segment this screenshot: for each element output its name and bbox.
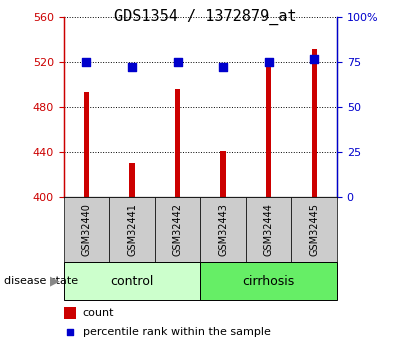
Text: control: control [110,275,154,288]
Point [83,59,90,65]
Bar [64,307,76,319]
Bar [266,62,271,197]
Text: GSM32441: GSM32441 [127,203,137,256]
Bar [220,151,226,197]
Point [129,65,135,70]
Text: percentile rank within the sample: percentile rank within the sample [83,327,271,337]
Text: GSM32443: GSM32443 [218,203,228,256]
Bar [64,197,109,262]
Text: GSM32440: GSM32440 [81,203,92,256]
Bar [64,262,201,300]
Text: GSM32445: GSM32445 [309,203,319,256]
Text: GDS1354 / 1372879_at: GDS1354 / 1372879_at [114,9,297,25]
Point [67,329,73,335]
Bar [201,197,246,262]
Point [174,59,181,65]
Text: disease state: disease state [4,276,78,286]
Text: GSM32444: GSM32444 [264,203,274,256]
Bar [175,89,180,197]
Bar [155,197,201,262]
Bar [312,49,317,197]
Bar [129,163,135,197]
Bar [291,197,337,262]
Point [311,56,318,61]
Text: ▶: ▶ [50,275,60,288]
Text: count: count [83,308,114,318]
Bar [201,262,337,300]
Bar [84,92,89,197]
Point [220,65,226,70]
Bar [109,197,155,262]
Text: cirrhosis: cirrhosis [242,275,295,288]
Point [266,59,272,65]
Text: GSM32442: GSM32442 [173,203,182,256]
Bar [246,197,291,262]
